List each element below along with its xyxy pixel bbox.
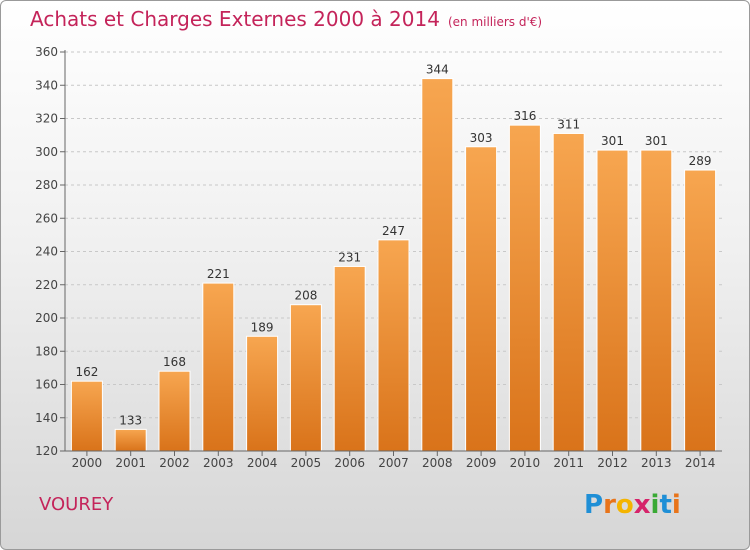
chart-title-text: Achats et Charges Externes 2000 à 2014 [30,7,440,31]
data-label: 303 [470,131,493,145]
y-tick-label: 320 [35,112,58,126]
x-tick-label: 2010 [510,456,541,470]
x-tick-label: 2005 [291,456,322,470]
x-tick-label: 2004 [247,456,278,470]
x-tick-label: 2014 [685,456,716,470]
bar [114,428,147,452]
logo-letter: P [584,490,604,520]
x-tick-label: 2000 [72,456,103,470]
bar [289,304,322,452]
bar [640,149,673,452]
proxiti-logo: Proxiti [584,490,681,520]
chart-subtitle: (en milliers d'€) [447,15,543,29]
data-label: 316 [513,109,536,123]
y-tick-label: 200 [35,311,58,325]
y-tick-label: 160 [35,378,58,392]
x-tick-label: 2007 [378,456,409,470]
bar [333,265,366,452]
data-label: 289 [689,154,712,168]
y-tick-label: 240 [35,245,58,259]
place-name: VOUREY [39,494,114,515]
data-label: 168 [163,355,186,369]
bar [246,335,279,452]
y-tick-label: 360 [35,45,58,59]
y-tick-label: 260 [35,211,58,225]
y-tick-label: 280 [35,178,58,192]
bar [508,124,541,452]
x-tick-label: 2008 [422,456,453,470]
x-tick-label: 2006 [334,456,365,470]
y-tick-label: 300 [35,145,58,159]
axes: 120 140 160 180 200 220 240 260 280 300 320 340 360 2… [35,45,722,470]
x-tick-label: 2011 [553,456,584,470]
logo-letter: t [659,490,672,520]
bar [158,370,191,452]
data-label: 301 [601,134,624,148]
logo-letter: o [615,490,634,520]
data-label: 221 [207,267,230,281]
data-label: 133 [119,413,142,427]
data-label: 247 [382,224,405,238]
x-tick-label: 2002 [159,456,190,470]
x-tick-label: 2003 [203,456,234,470]
data-label: 208 [294,289,317,303]
logo-letter: i [671,490,681,520]
y-tick-label: 180 [35,344,58,358]
data-label: 311 [557,117,580,131]
data-label: 189 [251,320,274,334]
data-label: 162 [75,365,98,379]
y-tick-label: 120 [35,444,58,458]
x-tick-label: 2009 [466,456,497,470]
bar [202,282,235,452]
bar [596,149,629,452]
data-label: 344 [426,63,449,77]
bars: 162 133 168 221 189 208 231 247 344 303 316 311 301 3… [70,63,717,452]
bar [377,239,410,452]
bar [70,380,103,452]
logo-letter: r [603,490,616,520]
bar [465,146,498,452]
chart-title: Achats et Charges Externes 2000 à 2014 (e… [30,7,542,31]
bar [421,78,454,452]
data-label: 301 [645,134,668,148]
y-tick-label: 220 [35,278,58,292]
y-tick-label: 340 [35,78,58,92]
data-label: 231 [338,250,361,264]
x-tick-label: 2001 [115,456,146,470]
x-tick-label: 2012 [597,456,628,470]
y-tick-label: 140 [35,411,58,425]
x-tick-label: 2013 [641,456,672,470]
logo-letter: x [633,490,651,520]
bar [552,132,585,452]
bar [684,169,717,452]
logo-letter: i [650,490,660,520]
